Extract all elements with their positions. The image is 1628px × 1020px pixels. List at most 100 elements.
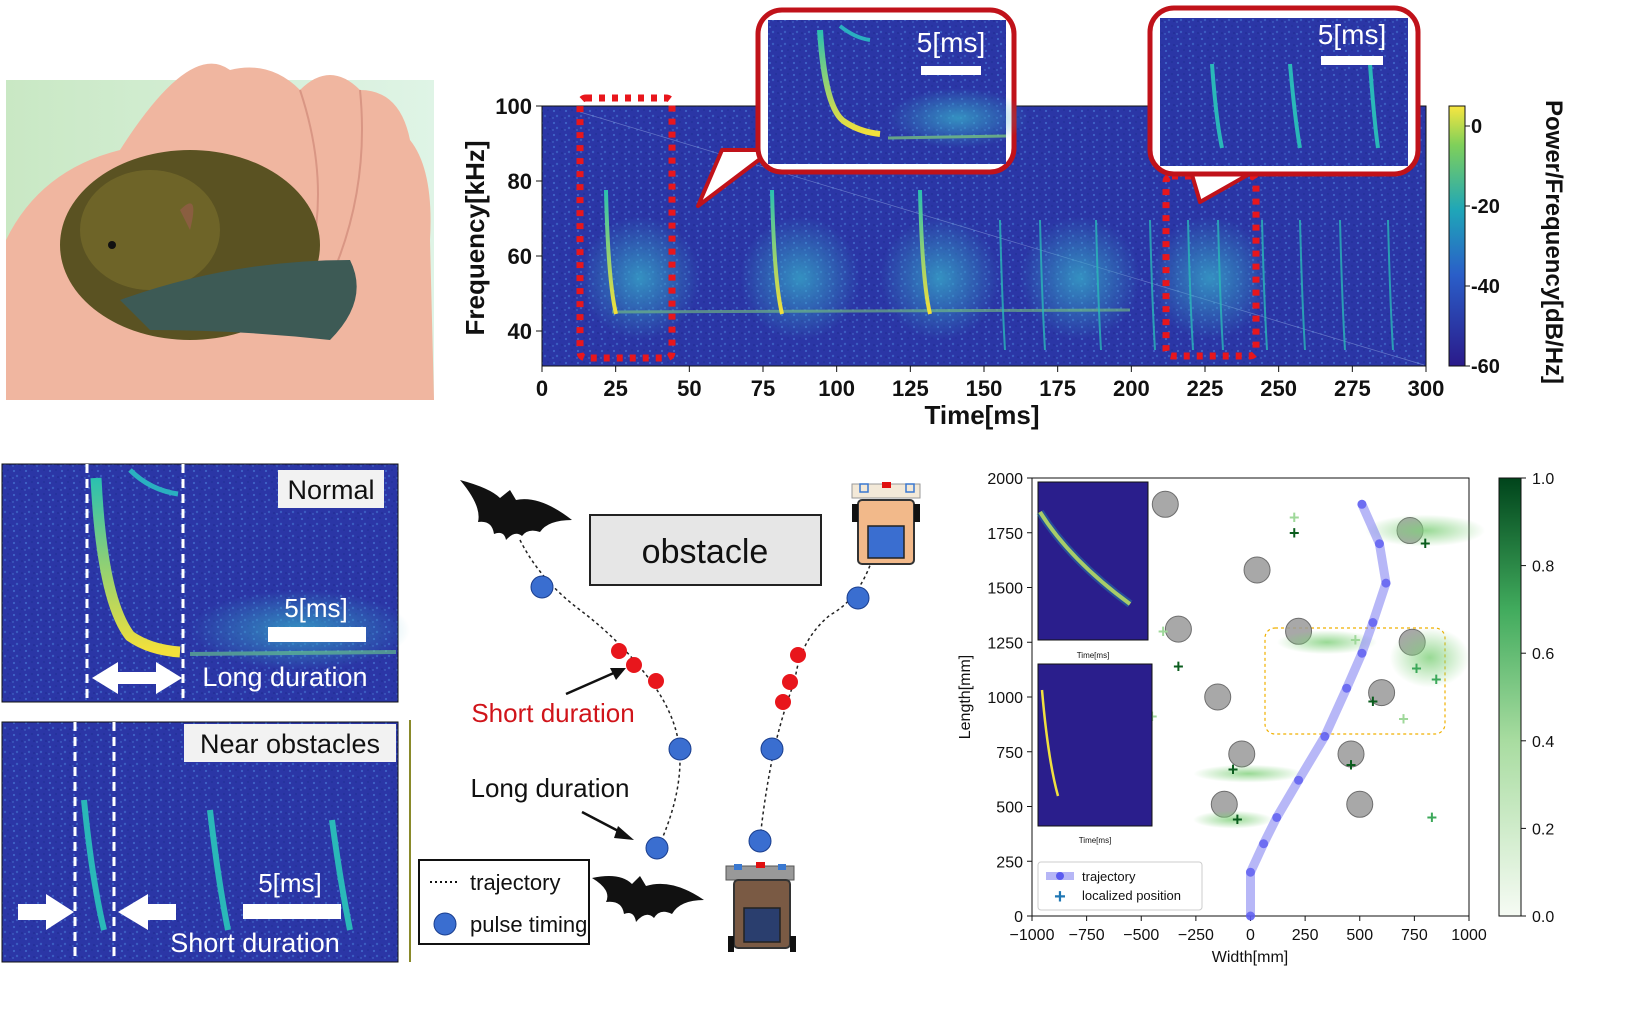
localized-position-marker: +	[1289, 507, 1300, 527]
spectrogram-x-tick-label: 225	[1187, 376, 1224, 401]
trajectory-x-tick-label: −750	[1069, 927, 1105, 944]
robot-icon-bottom	[725, 862, 796, 952]
normal-title: Normal	[287, 475, 374, 505]
trajectory-x-tick-label: −250	[1178, 927, 1214, 944]
spectrogram-pulse	[1387, 219, 1394, 351]
trajectory-y-label: Length[mm]	[957, 655, 974, 739]
callout-right-scale-bar	[1321, 56, 1383, 65]
spectrogram-colorbar-tick-label: 0	[1471, 116, 1482, 138]
localized-position-marker: +	[1368, 691, 1379, 711]
spectrogram-x-tick-label: 250	[1260, 376, 1297, 401]
short-pulse-point	[775, 694, 791, 710]
spectrogram-y-ticks: 100 80 60 40	[495, 94, 542, 344]
callout-right: 5[ms]	[1147, 5, 1421, 204]
spectrogram-x-tick-label: 150	[966, 376, 1003, 401]
obstacle-disc	[1164, 615, 1192, 643]
trajectory-x-tick-label: 1000	[1451, 927, 1487, 944]
bat-silhouette-bottom	[592, 876, 704, 922]
inset-bottom: Time[ms]	[1037, 663, 1153, 845]
trajectory-point	[1294, 775, 1304, 785]
spectrogram-y-tick-label: 100	[495, 94, 532, 119]
selection-box-left	[576, 94, 676, 362]
callout-right-scale-label: 5[ms]	[1318, 19, 1386, 50]
spectrogram-echo-haze	[740, 216, 860, 340]
callout-left: 5[ms]	[696, 7, 1028, 208]
trajectory-point	[1357, 648, 1367, 658]
obstacle-disc	[1337, 740, 1365, 768]
trajectory-colorbar-tick-label: 0.8	[1532, 559, 1554, 576]
trajectory-point	[1246, 867, 1255, 877]
trajectory-y-tick-label: 1000	[987, 690, 1023, 707]
localized-position-marker: +	[1289, 523, 1300, 543]
localized-position-marker: +	[1158, 621, 1169, 641]
trajectory-x-tick-label: 750	[1401, 927, 1428, 944]
callout-left-pulse	[817, 29, 881, 137]
spectrogram-y-label: Frequency[kHz]	[460, 140, 490, 335]
spectrogram-colorbar-tick-label: -40	[1471, 276, 1500, 298]
spectrogram-echo-haze	[1020, 216, 1140, 340]
localized-position-marker: +	[1232, 810, 1243, 830]
spectrogram-x-tick-label: 75	[751, 376, 775, 401]
density-cluster	[1193, 764, 1304, 783]
callout-right-pulse	[1210, 63, 1224, 149]
trajectory-x-ticks: −1000 −750 −500 −250 0 250 500 750 1000	[1010, 916, 1487, 944]
callout-left-scale-bar	[921, 66, 981, 75]
spectrogram-y-tick-label: 80	[508, 169, 532, 194]
density-cluster	[1276, 630, 1377, 655]
pulse-timing-point	[645, 836, 669, 860]
spectrogram-pulses	[580, 189, 1394, 351]
panel-near-obstacles: Near obstacles 5[ms] Short duration	[1, 720, 411, 963]
callout-right-spectrogram	[1160, 18, 1408, 166]
trajectory-legend-label: trajectory	[1082, 869, 1136, 884]
near-caption: Short duration	[170, 928, 340, 958]
spectrogram-echo-haze	[880, 216, 1000, 340]
trajectory-point	[1368, 618, 1378, 628]
trajectory-points	[1246, 499, 1391, 921]
density-cluster	[1365, 514, 1486, 547]
trajectory-colorbar-tick-label: 1.0	[1532, 471, 1554, 488]
localized-position-marker: +	[1346, 755, 1357, 775]
trajectory-point	[1246, 911, 1255, 921]
spectrogram-colorbar-ticks: 0 -20 -40 -60	[1465, 116, 1500, 378]
trajectory-y-tick-label: 0	[1014, 909, 1023, 926]
trajectory-colorbar-ticks: 1.0 0.8 0.6 0.4 0.2 0.0	[1521, 471, 1554, 926]
trajectory-y-tick-label: 1750	[987, 526, 1023, 543]
trajectory-colorbar	[1498, 477, 1522, 917]
trajectory-colorbar-tick-label: 0.2	[1532, 821, 1554, 838]
spectrogram-x-tick-label: 125	[892, 376, 929, 401]
trajectory-x-tick-label: 500	[1346, 927, 1373, 944]
pulse-timing-point	[668, 737, 692, 761]
callout-left-scale-label: 5[ms]	[917, 27, 985, 58]
trajectory-point	[1381, 578, 1391, 588]
schematic-panel: obstacle Short	[418, 480, 921, 952]
obstacle-disc	[1243, 556, 1271, 584]
spectrogram-x-tick-label: 300	[1408, 376, 1445, 401]
spectrogram-echo-haze	[1150, 216, 1270, 340]
pulse-timing-point	[530, 575, 554, 599]
trajectory-y-tick-label: 1500	[987, 581, 1023, 598]
spectrogram-pulse	[1039, 219, 1046, 351]
spectrogram-panel: 0 25 50 75 100 125 150 175 200 225 250 275 300 100 80…	[460, 5, 1567, 430]
short-pulse-point	[648, 673, 664, 689]
spectrogram-pulse	[1261, 219, 1268, 351]
spectrogram-pulse	[1095, 219, 1102, 351]
trajectory-y-tick-label: 500	[996, 800, 1023, 817]
trajectory-x-label: Width[mm]	[1212, 949, 1288, 966]
normal-scale-label: 5[ms]	[284, 593, 348, 623]
spectrogram-x-tick-label: 50	[677, 376, 701, 401]
bat-eye	[108, 241, 116, 249]
normal-double-arrow	[92, 662, 182, 694]
pulse-timing-point	[748, 829, 772, 853]
trajectory-point	[1374, 539, 1384, 549]
bat-photo	[6, 63, 434, 400]
localized-legend-marker: +	[1054, 886, 1066, 908]
obstacle-label: obstacle	[642, 533, 769, 571]
trajectory-y-tick-label: 1250	[987, 635, 1023, 652]
near-pulse-1	[81, 799, 107, 931]
spectrogram-x-tick-label: 25	[603, 376, 627, 401]
spectrogram-x-tick-label: 275	[1334, 376, 1371, 401]
trajectory-x-tick-label: 250	[1292, 927, 1319, 944]
trajectory-y-ticks: 0 250 500 750 1000 1250 1500 1750 2000	[987, 471, 1032, 926]
near-arrow-left	[18, 894, 74, 930]
